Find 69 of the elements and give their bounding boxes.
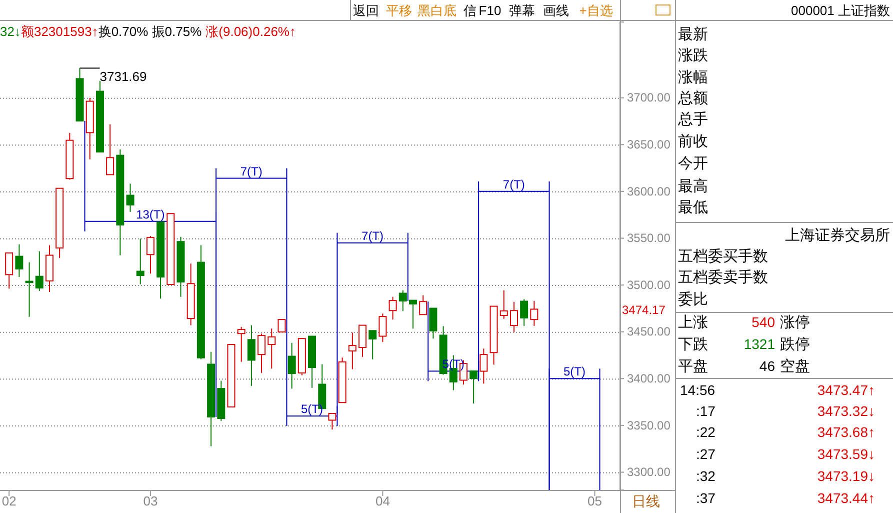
- text: F10: [478, 3, 502, 18]
- text: 3473.44↑: [817, 490, 875, 506]
- text: 上涨: [678, 314, 708, 331]
- text: 画线: [543, 3, 569, 18]
- annotation: 7(T): [240, 164, 262, 178]
- text: :32: [696, 468, 716, 484]
- text: 涨停: [780, 314, 810, 331]
- x-tick-label: 02: [2, 494, 16, 508]
- y-tick-label: 3450.00: [627, 324, 671, 339]
- y-tick-label: 3350.00: [627, 418, 671, 432]
- annotation: 7(T): [502, 177, 525, 192]
- annotation: 涨(9.06)0.26%↑: [206, 24, 296, 39]
- text: :17: [696, 403, 716, 419]
- text: 五档委买手数: [678, 248, 768, 265]
- annotation: 3731.69: [100, 69, 147, 84]
- text: 1321: [744, 336, 776, 352]
- text: 五档委卖手数: [678, 269, 768, 286]
- x-tick-label: 04: [375, 494, 390, 508]
- text: 今开: [678, 155, 708, 172]
- text: 日线: [632, 493, 660, 509]
- text: 540: [752, 314, 776, 330]
- text: 3473.32↓: [817, 403, 875, 419]
- x-tick-label: 05: [588, 494, 602, 508]
- annotation: 换0.70% 振0.75%: [98, 24, 202, 39]
- text: 3473.68↑: [817, 424, 875, 440]
- text: 委比: [678, 291, 708, 308]
- text: 最新: [678, 26, 708, 43]
- text: 涨跌: [678, 47, 708, 64]
- text: 返回: [353, 3, 379, 18]
- text: 下跌: [678, 336, 708, 353]
- text: 空盘: [780, 358, 810, 375]
- text: 3473.47↑: [817, 382, 875, 398]
- text: 最高: [678, 178, 708, 195]
- text: :37: [696, 490, 716, 506]
- annotation: 额32301593↑: [20, 24, 98, 39]
- text: 平盘: [678, 358, 708, 375]
- annotation: 5(T): [300, 402, 323, 416]
- text: :22: [696, 424, 716, 440]
- text: +自选: [579, 3, 613, 18]
- text: 弹幕: [509, 3, 535, 18]
- text: 3473.19↓: [817, 468, 875, 484]
- text: 最低: [678, 199, 708, 216]
- annotation: 32↓: [0, 24, 21, 39]
- text: 000001 上证指数: [791, 3, 890, 18]
- text: 平移: [386, 3, 412, 18]
- text: 前收: [678, 133, 708, 150]
- text: 3473.59↓: [817, 446, 875, 462]
- y-tick-label: 3500.00: [627, 278, 671, 292]
- annotation: 7(T): [362, 228, 384, 243]
- x-tick-label: 03: [143, 494, 158, 508]
- text: 总手: [677, 111, 708, 128]
- annotation: 5(T): [564, 364, 586, 379]
- text: 涨幅: [678, 69, 708, 86]
- text: 黑白底: [418, 3, 456, 18]
- text: 信: [464, 3, 476, 18]
- text: 46: [759, 358, 776, 374]
- y-tick-label: 3600.00: [627, 184, 671, 198]
- y-tick-label: 3300.00: [627, 465, 671, 480]
- text: 跌停: [780, 336, 810, 353]
- y-tick-label: 3400.00: [627, 371, 671, 386]
- text: 14:56: [680, 382, 716, 398]
- text: 总额: [677, 90, 708, 107]
- y-tick-label: 3650.00: [627, 137, 671, 152]
- text: 上海证券交易所: [785, 227, 890, 244]
- y-tick-label: 3550.00: [627, 231, 671, 246]
- text: 3474.17: [622, 303, 666, 318]
- annotation: 13(T): [136, 207, 165, 222]
- y-tick-label: 3700.00: [627, 90, 671, 105]
- text: :27: [696, 446, 716, 462]
